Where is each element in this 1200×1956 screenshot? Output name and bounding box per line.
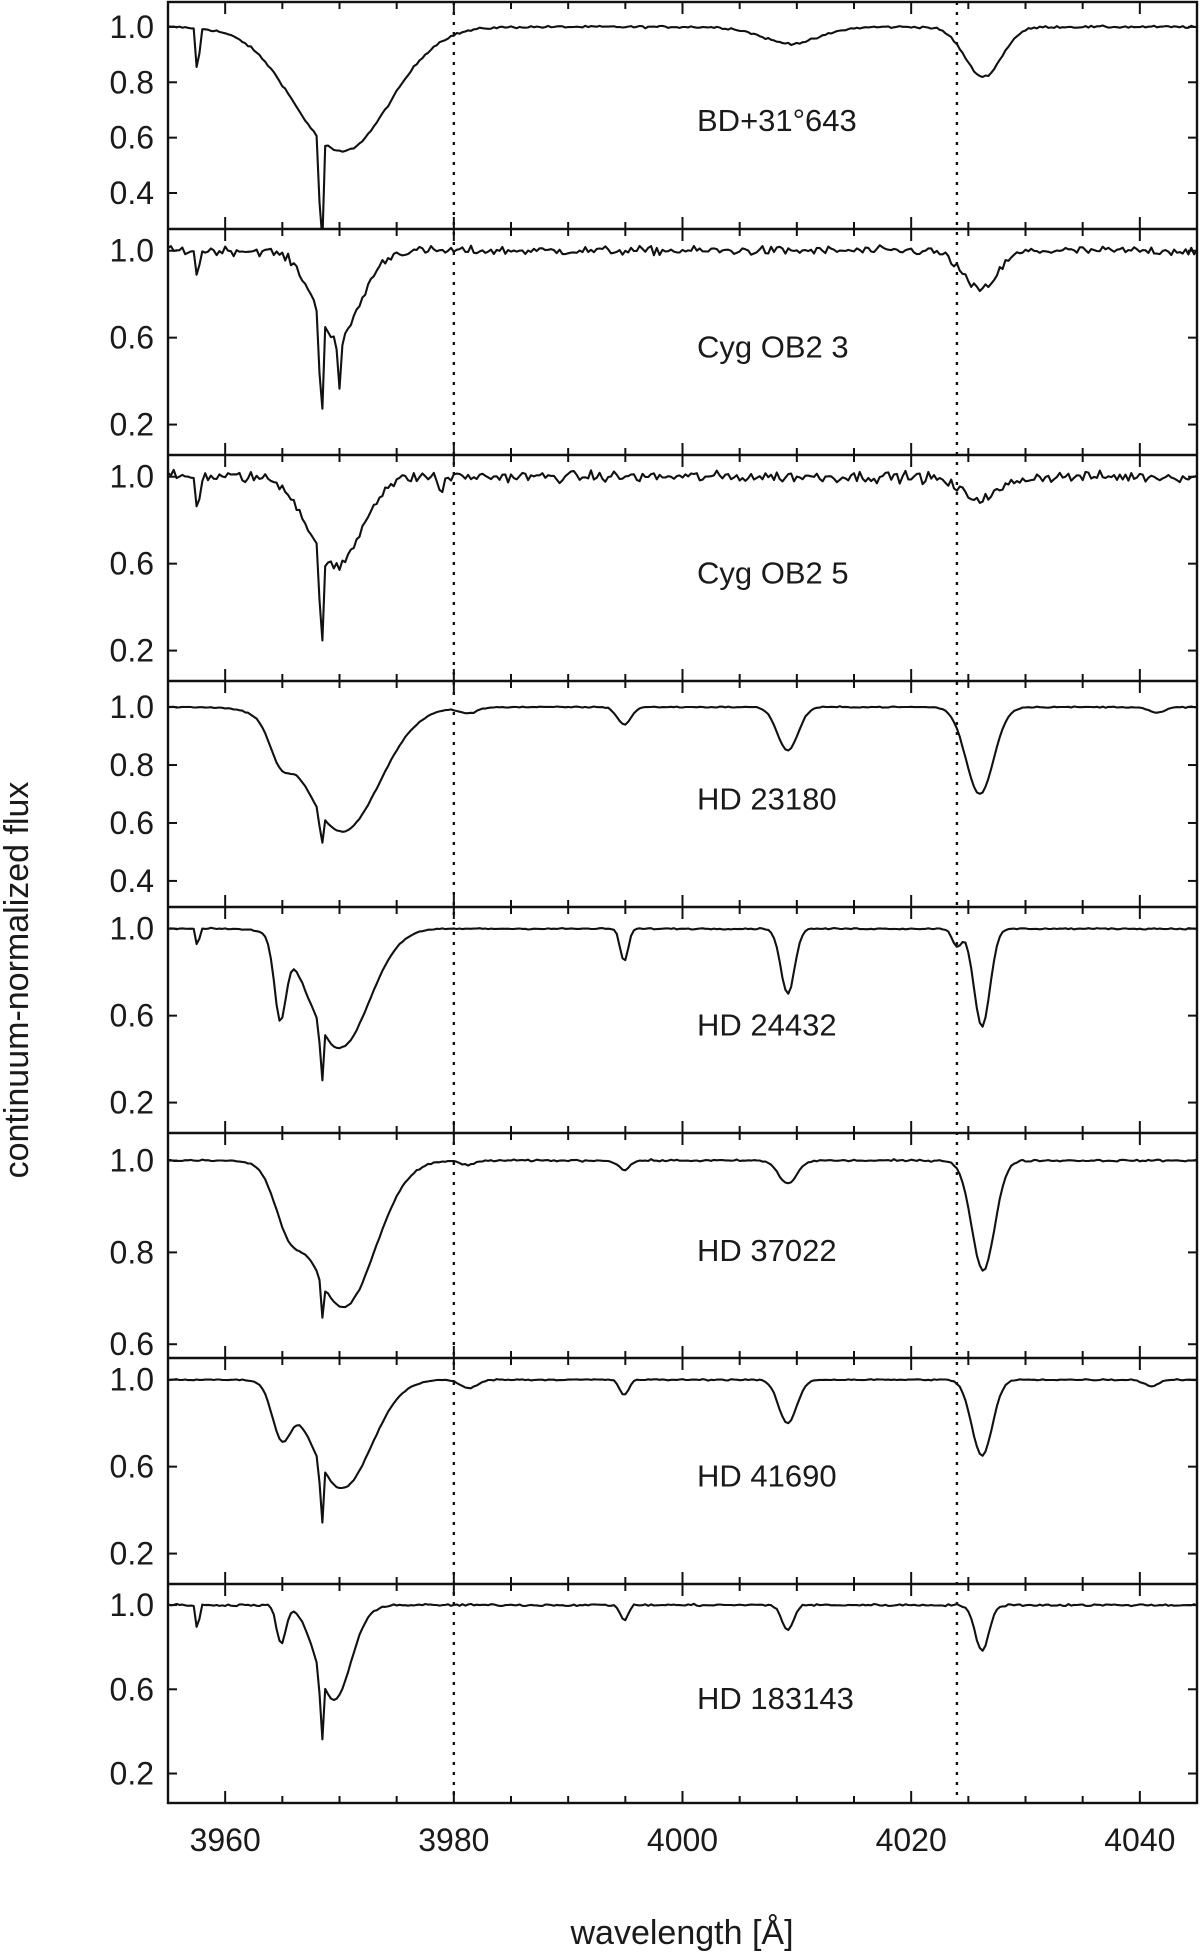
y-tick-label: 0.2 <box>110 1085 154 1121</box>
x-tick-label: 3980 <box>418 1822 489 1858</box>
y-tick-label: 1.0 <box>110 911 154 947</box>
y-tick-label: 1.0 <box>110 459 154 495</box>
y-tick-label: 0.8 <box>110 1234 154 1270</box>
reference-lines <box>452 2 959 1803</box>
y-tick-label: 0.6 <box>110 546 154 582</box>
y-tick-label: 0.2 <box>110 1756 154 1792</box>
y-tick-label: 1.0 <box>110 9 154 45</box>
panel-4: 1.0 0.8 0.6 0.4 HD 23180 <box>110 679 1197 907</box>
y-tick-label: 1.0 <box>110 1362 154 1398</box>
panel-3: 1.0 0.6 0.2 Cyg OB2 5 <box>110 453 1197 681</box>
y-tick-label: 0.6 <box>110 120 154 156</box>
y-tick-label: 0.2 <box>110 407 154 443</box>
spectrum-line <box>168 1158 1197 1319</box>
star-label: Cyg OB2 3 <box>697 330 849 365</box>
star-label: HD 23180 <box>697 782 837 817</box>
y-tick-label: 0.6 <box>110 805 154 841</box>
panel-6: 1.0 0.8 0.6 HD 37022 <box>110 1131 1197 1362</box>
spectrum-line <box>168 705 1197 844</box>
y-tick-label: 0.4 <box>110 175 154 211</box>
spectrum-line <box>168 1602 1197 1741</box>
x-tick-label: 4040 <box>1104 1822 1175 1858</box>
y-tick-label: 0.8 <box>110 747 154 783</box>
star-label: BD+31°643 <box>697 103 857 138</box>
x-axis-ticks: 3960 3980 4000 4020 4040 <box>190 1822 1176 1858</box>
star-label: HD 24432 <box>697 1008 837 1043</box>
x-tick-label: 4020 <box>876 1822 947 1858</box>
y-tick-label: 0.2 <box>110 1536 154 1572</box>
y-tick-label: 0.8 <box>110 64 154 100</box>
y-axis-title: continuum-normalized flux <box>0 782 36 1179</box>
star-label: Cyg OB2 5 <box>697 556 849 591</box>
y-tick-label: 1.0 <box>110 1143 154 1179</box>
panel-7: 1.0 0.6 0.2 HD 41690 <box>110 1356 1197 1584</box>
y-tick-label: 0.2 <box>110 633 154 669</box>
x-axis-title: wavelength [Å] <box>569 1914 793 1952</box>
y-tick-label: 0.6 <box>110 1326 154 1362</box>
y-tick-label: 0.6 <box>110 1449 154 1485</box>
spectrum-line <box>168 1378 1197 1524</box>
y-tick-label: 0.4 <box>110 863 154 899</box>
star-label: HD 183143 <box>697 1681 854 1716</box>
y-tick-label: 0.6 <box>110 320 154 356</box>
panel-5: 1.0 0.6 0.2 HD 24432 <box>110 905 1197 1133</box>
panel-8: 1.0 0.6 0.2 HD 183143 <box>110 1582 1197 1803</box>
x-tick-label: 4000 <box>647 1822 718 1858</box>
y-tick-label: 0.6 <box>110 998 154 1034</box>
spectrum-line <box>168 24 1197 229</box>
panel-2: 1.0 0.6 0.2 Cyg OB2 3 <box>110 227 1197 455</box>
y-tick-label: 1.0 <box>110 233 154 269</box>
spectrum-line <box>168 244 1197 410</box>
plot-frame <box>166 0 1199 1805</box>
y-tick-label: 1.0 <box>110 689 154 725</box>
y-tick-label: 1.0 <box>110 1587 154 1623</box>
y-tick-label: 0.6 <box>110 1671 154 1707</box>
x-tick-label: 3960 <box>190 1822 261 1858</box>
panel-1: 1.0 0.8 0.6 0.4 BD+31°643 <box>110 2 1197 229</box>
star-label: HD 37022 <box>697 1233 837 1268</box>
spectrum-line <box>168 926 1197 1082</box>
spectrum-line <box>168 468 1197 642</box>
star-label: HD 41690 <box>697 1459 837 1494</box>
